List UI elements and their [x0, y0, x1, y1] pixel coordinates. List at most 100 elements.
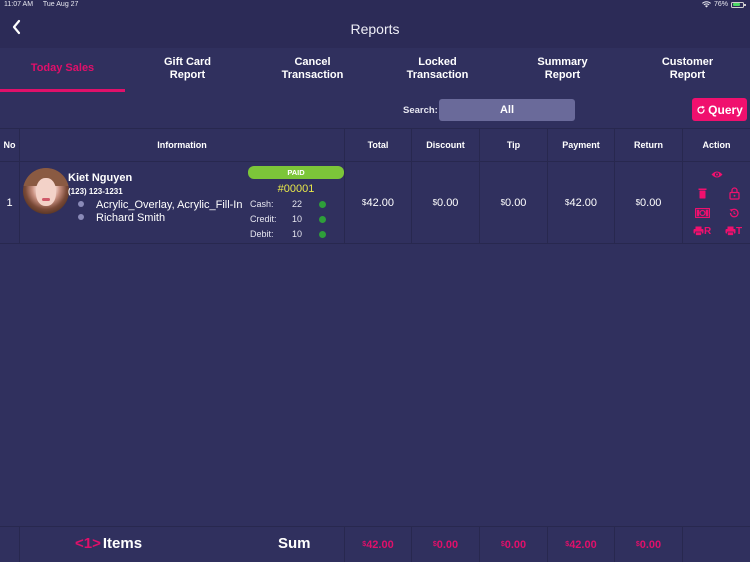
sum-return: $0.00: [615, 527, 683, 562]
check-status-icon: [319, 231, 326, 238]
print-ticket-button[interactable]: T: [725, 226, 742, 237]
sum-no-cell: [0, 527, 20, 562]
tab-locked-transaction[interactable]: Locked Transaction: [375, 48, 500, 93]
print-ticket-label: T: [736, 225, 743, 237]
tab-today-sales[interactable]: Today Sales: [0, 48, 125, 93]
services-line: Acrylic_Overlay, Acrylic_Fill-In: [78, 199, 243, 211]
sum-payment: $42.00: [548, 527, 615, 562]
row-information: Kiet Nguyen (123) 123-1231 Acrylic_Overl…: [20, 162, 345, 243]
battery-percent: 76%: [713, 1, 728, 8]
return-value: 0.00: [640, 196, 662, 209]
currency-symbol: $: [432, 198, 438, 207]
table-row[interactable]: 1 Kiet Nguyen (123) 123-1231 Acrylic_Ove…: [0, 162, 750, 244]
tab-label: Today Sales: [30, 62, 95, 74]
page-indicator[interactable]: <1>: [75, 535, 101, 552]
currency-symbol: $: [635, 198, 641, 207]
row-discount: $0.00: [412, 162, 480, 243]
currency-symbol: $: [500, 198, 506, 207]
sum-total-value: 42.00: [366, 538, 394, 551]
check-status-icon: [319, 201, 326, 208]
summary-row: <1> Items Sum $42.00 $0.00 $0.00 $42.00 $…: [0, 526, 750, 562]
currency-symbol: $: [565, 541, 570, 548]
status-time: 11:07 AM: [4, 1, 34, 8]
wifi-icon: [701, 1, 711, 8]
search-label: Search:: [403, 105, 438, 116]
currency-symbol: $: [362, 541, 367, 548]
customer-phone: (123) 123-1231: [68, 187, 123, 196]
sum-discount: $0.00: [412, 527, 480, 562]
tab-label: Locked Transaction: [406, 55, 469, 81]
delete-icon[interactable]: [698, 188, 707, 199]
view-icon[interactable]: [711, 170, 723, 179]
currency-symbol: $: [635, 541, 640, 548]
sum-total: $42.00: [345, 527, 412, 562]
refresh-icon: [697, 105, 705, 114]
col-discount: Discount: [412, 129, 480, 161]
status-date: Tue Aug 27: [42, 1, 79, 8]
search-filter-select[interactable]: All: [439, 99, 575, 121]
status-badge: PAID: [248, 166, 344, 179]
sum-tip-value: 0.00: [504, 538, 527, 551]
query-button[interactable]: Query: [692, 98, 747, 121]
row-actions: R T: [683, 162, 750, 243]
col-tip: Tip: [480, 129, 548, 161]
sum-payment-value: 42.00: [569, 538, 597, 551]
battery-icon: [731, 1, 746, 8]
col-no: No: [0, 129, 20, 161]
print-receipt-button[interactable]: R: [693, 226, 711, 237]
staff-text: Richard Smith: [96, 212, 166, 224]
sum-return-value: 0.00: [639, 538, 662, 551]
payment-amount: 10: [292, 229, 303, 239]
tab-summary-report[interactable]: Summary Report: [500, 48, 625, 93]
tab-label: Summary Report: [537, 55, 588, 81]
status-bar: 11:07 AM Tue Aug 27 76%: [0, 0, 750, 12]
payment-value: 42.00: [569, 196, 597, 209]
bullet-icon: [78, 214, 84, 221]
currency-symbol: $: [565, 198, 570, 207]
customer-name: Kiet Nguyen: [68, 172, 133, 184]
customer-avatar: [23, 168, 69, 214]
row-return: $0.00: [615, 162, 683, 243]
row-total: $42.00: [345, 162, 412, 243]
tab-customer-report[interactable]: Customer Report: [625, 48, 750, 93]
tab-label: Cancel Transaction: [281, 55, 344, 81]
payment-label: Cash:: [250, 199, 274, 209]
items-count: <1> Items: [75, 535, 142, 552]
sum-label: Sum: [278, 535, 311, 552]
search-bar: Search: All Query: [0, 98, 750, 124]
col-action: Action: [702, 140, 731, 150]
row-number: 1: [0, 162, 20, 243]
history-icon[interactable]: [728, 207, 740, 219]
tab-label: Customer Report: [661, 55, 714, 81]
print-receipt-label: R: [704, 225, 712, 237]
bullet-icon: [78, 201, 84, 208]
row-payment: $42.00: [548, 162, 615, 243]
col-return: Return: [615, 129, 683, 161]
sum-discount-value: 0.00: [436, 538, 459, 551]
col-payment: Payment: [548, 129, 615, 161]
total-value: 42.00: [366, 196, 394, 209]
chevron-left-icon[interactable]: [10, 18, 24, 36]
payment-label: Debit:: [250, 229, 274, 239]
lock-icon[interactable]: [729, 186, 740, 200]
staff-line: Richard Smith: [78, 212, 165, 224]
payment-amount: 10: [292, 214, 303, 224]
tab-cancel-transaction[interactable]: Cancel Transaction: [250, 48, 375, 93]
items-label: Items: [102, 535, 143, 552]
payment-label: Credit:: [250, 214, 277, 224]
col-information: Information: [20, 129, 345, 161]
tab-label: Gift Card Report: [163, 55, 212, 81]
row-tip: $0.00: [480, 162, 548, 243]
cash-icon[interactable]: [695, 207, 710, 218]
report-tabs: Today Sales Gift Card Report Cancel Tran…: [0, 48, 750, 93]
sum-info-cell: <1> Items Sum: [20, 527, 345, 562]
sum-tip: $0.00: [480, 527, 548, 562]
discount-value: 0.00: [437, 196, 459, 209]
currency-symbol: $: [432, 541, 437, 548]
tab-gift-card-report[interactable]: Gift Card Report: [125, 48, 250, 93]
print-receipt-icon: [693, 226, 704, 236]
check-status-icon: [319, 216, 326, 223]
sum-action-cell: [683, 527, 750, 562]
payment-amount: 22: [292, 199, 303, 209]
col-total: Total: [345, 129, 412, 161]
